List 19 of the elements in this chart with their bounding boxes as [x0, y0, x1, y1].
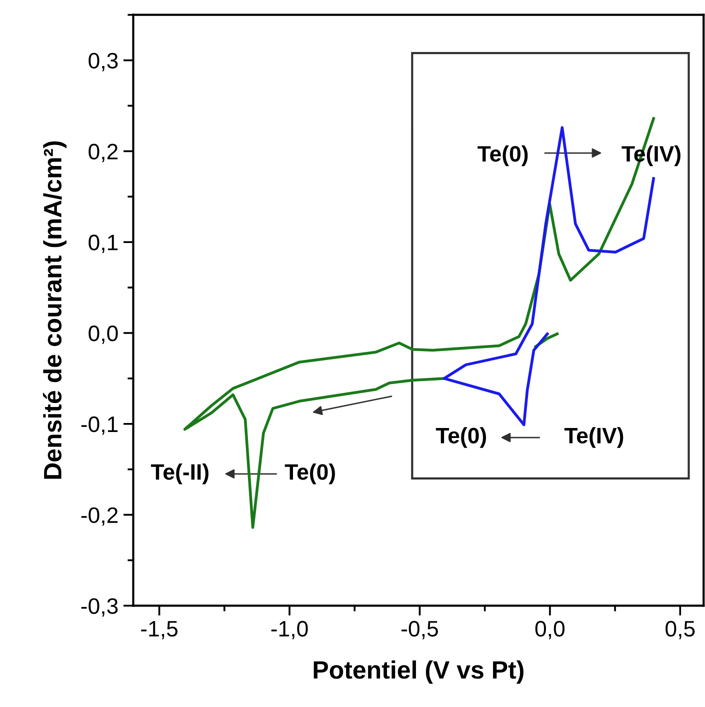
annotation: Te(IV)	[564, 427, 624, 448]
y-tick-label: -0,3	[81, 598, 118, 617]
y-tick-label: 0,2	[88, 144, 118, 162]
x-axis-title: Potentiel (V vs Pt)	[314, 660, 524, 684]
annotation: Te(0)	[284, 464, 335, 484]
annotation: Te(0)	[436, 427, 486, 448]
annotation: Te(0)	[478, 145, 528, 166]
x-tick-label: -1,5	[141, 621, 178, 640]
y-tick-label: 0,1	[88, 234, 118, 253]
y-tick-label: 0,0	[88, 326, 118, 344]
y-axis-title: Densité de courant (mA/cm²)	[42, 141, 66, 479]
y-tick-label: -0,1	[81, 416, 118, 435]
annotation: Te(-II)	[150, 464, 208, 484]
x-tick-label: 0,0	[535, 620, 565, 640]
y-tick-label: 0,3	[88, 52, 118, 72]
x-tick-label: -1,0	[271, 620, 308, 640]
x-tick-label: -0,5	[402, 620, 438, 640]
x-tick-label: 0,5	[666, 620, 695, 640]
y-tick-label: -0,2	[81, 507, 118, 526]
